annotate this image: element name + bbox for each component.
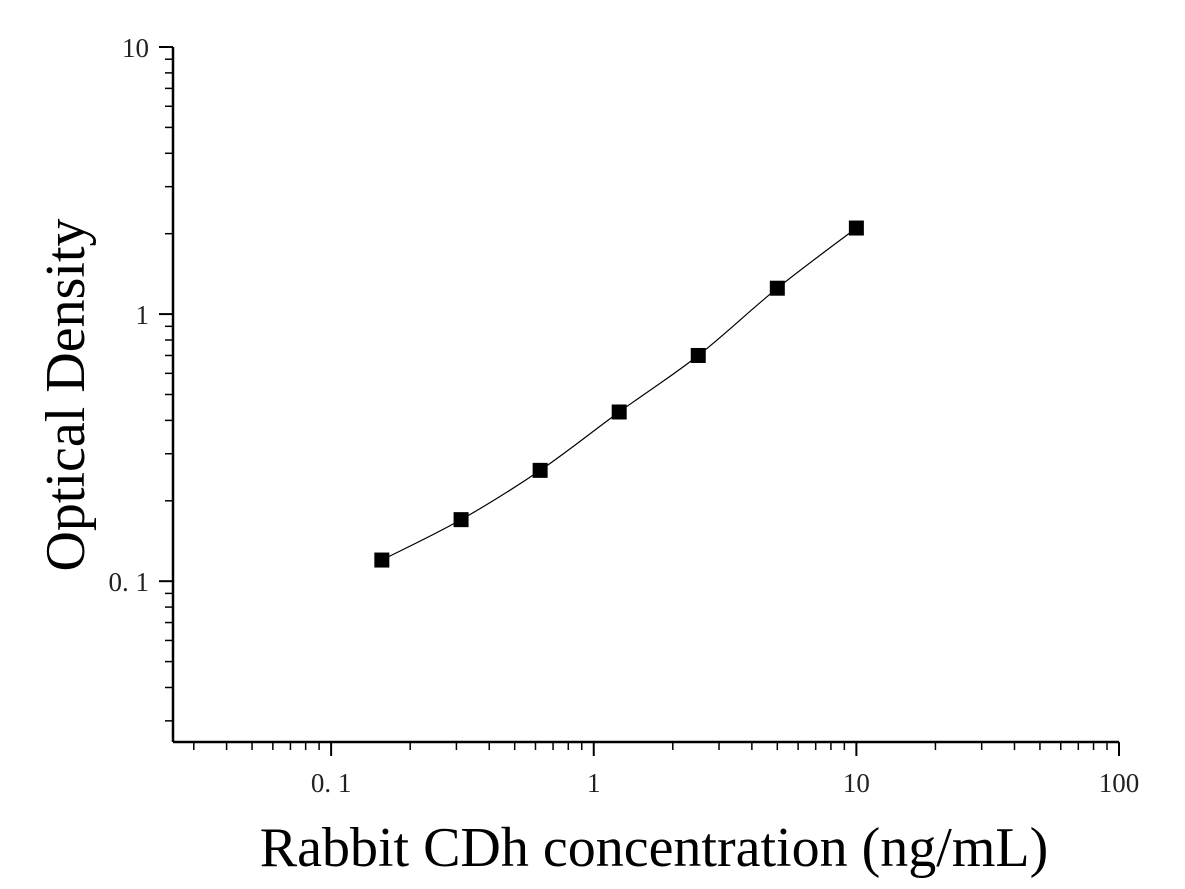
fit-curve [381,227,857,561]
data-point-marker [532,462,548,478]
y-ticks: 0. 1 1 10 [109,33,173,722]
x-tick-label: 100 [1099,768,1140,798]
y-tick-label: 1 [136,300,150,330]
y-tick-label: 10 [122,33,149,63]
data-point-marker [690,347,706,363]
y-axis-title: Optical Density [35,218,97,571]
y-tick-label: 0. 1 [109,567,150,597]
axes: 0. 1 1 10 100 0. 1 1 10 [109,33,1140,798]
x-tick-label: 0. 1 [311,768,352,798]
x-tick-label: 1 [587,768,601,798]
data-point-marker [374,552,390,568]
x-ticks: 0. 1 1 10 100 [193,742,1140,798]
data-markers [374,220,864,568]
data-point-marker [611,404,627,420]
data-point-marker [769,280,785,296]
plot-area [374,220,864,568]
x-axis-title: Rabbit CDh concentration (ng/mL) [260,817,1048,879]
data-point-marker [848,220,864,236]
x-tick-label: 10 [843,768,870,798]
data-point-marker [453,512,469,528]
